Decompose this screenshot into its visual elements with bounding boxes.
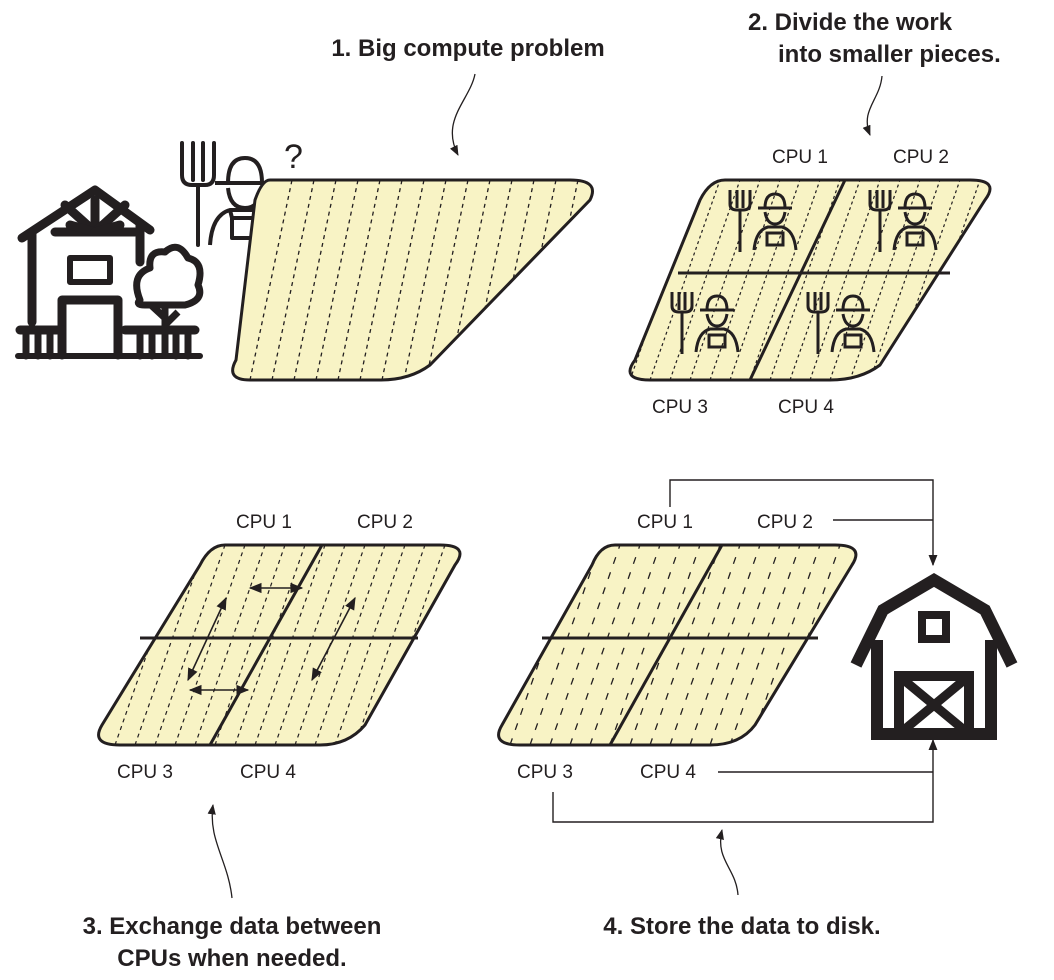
pitchfork-icon: [728, 190, 752, 252]
field-divided-panel4: [497, 543, 858, 747]
storage-connectors: [552, 479, 938, 823]
step-2-label-line2: into smaller pieces.: [778, 41, 1001, 68]
farmer-icon: [830, 294, 876, 353]
pitchfork-icon: [868, 190, 892, 252]
step-1-label: 1. Big compute problem: [331, 35, 604, 62]
step-3-label-line2: CPUs when needed.: [117, 945, 346, 972]
panel4-cpu-4-label: CPU 4: [640, 762, 696, 783]
panel4-cpu-1-label: CPU 1: [637, 512, 693, 533]
farmhouse-icon: [15, 185, 203, 360]
pitchfork-icon: [806, 292, 830, 354]
panel2-cpu-1-label: CPU 1: [772, 147, 828, 168]
panel2-cpu-2-label: CPU 2: [893, 147, 949, 168]
panel-3-exchange-data: CPU 1 CPU 2 CPU 3 CPU 4 3. Excha: [83, 512, 462, 972]
field-whole: [231, 178, 594, 382]
farmer-icon: [892, 192, 938, 251]
panel2-cpu-4-label: CPU 4: [778, 397, 834, 418]
panel-2-divide-work: 2. Divide the work into smaller pieces. …: [628, 9, 1001, 418]
step-4-label: 4. Store the data to disk.: [603, 913, 880, 940]
worker-cpu-1: [728, 190, 798, 252]
divider-diagonal: [608, 544, 724, 746]
panel-1-big-problem: ? 1. Big compute problem: [15, 35, 605, 382]
data-exchange-arrows: [187, 582, 356, 696]
worker-cpu-2: [868, 190, 938, 252]
worker-cpu-4: [806, 292, 876, 354]
panel4-cpu-2-label: CPU 2: [757, 512, 813, 533]
field-divided-panel2: [628, 178, 992, 382]
question-mark: ?: [284, 138, 303, 176]
barn-icon: [850, 573, 1018, 740]
step-3-pointer: [207, 803, 233, 899]
tree-icon: [133, 243, 204, 356]
panel-4-store-data: CPU 1 CPU 2 CPU 3 CPU 4: [497, 479, 1018, 940]
panel3-cpu-4-label: CPU 4: [240, 762, 296, 783]
divider-diagonal: [748, 179, 847, 381]
field-divided-panel3: [97, 543, 462, 747]
step-3-label-line1: 3. Exchange data between: [83, 913, 382, 940]
panel4-cpu-3-label: CPU 3: [517, 762, 573, 783]
worker-cpu-3: [670, 292, 740, 354]
divider-diagonal: [208, 544, 324, 746]
panel2-cpu-3-label: CPU 3: [652, 397, 708, 418]
pitchfork-icon: [180, 141, 216, 247]
farmer-icon: [752, 192, 798, 251]
panel3-cpu-1-label: CPU 1: [236, 512, 292, 533]
step-1-pointer: [450, 73, 476, 156]
step-4-pointer: [715, 828, 739, 896]
panel3-cpu-3-label: CPU 3: [117, 762, 173, 783]
farmer-icon: [694, 294, 740, 353]
pitchfork-icon: [670, 292, 694, 354]
panel3-cpu-2-label: CPU 2: [357, 512, 413, 533]
step-2-label-line1: 2. Divide the work: [748, 9, 953, 36]
step-2-pointer: [862, 75, 883, 136]
